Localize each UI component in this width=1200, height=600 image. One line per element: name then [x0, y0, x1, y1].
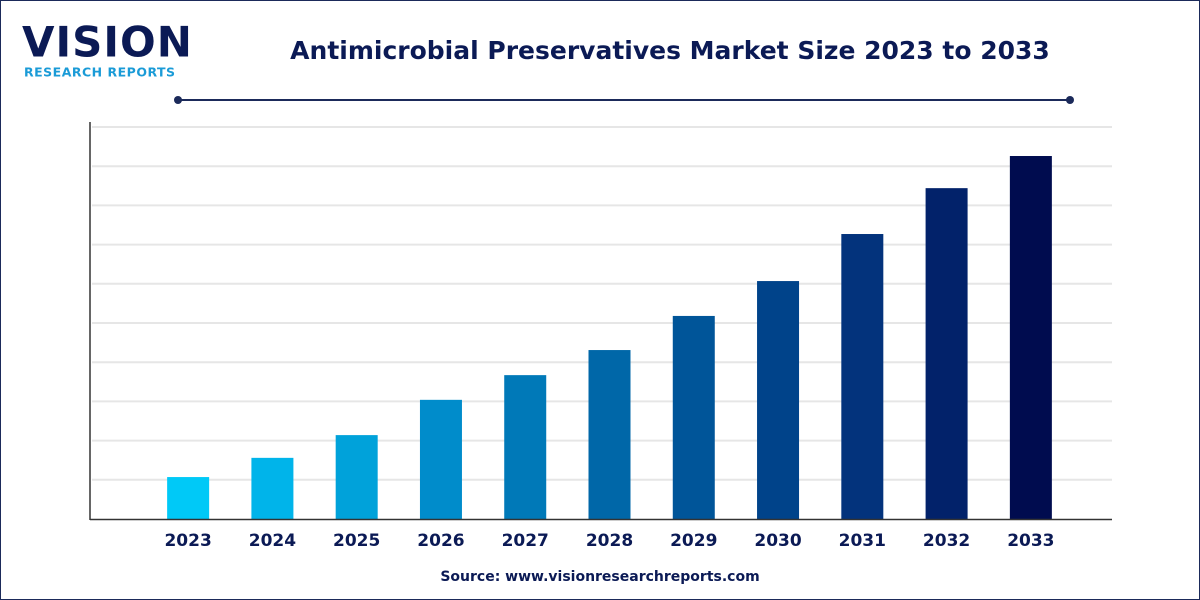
bar	[588, 350, 631, 519]
bar	[841, 234, 884, 520]
bar	[925, 188, 968, 520]
rule-dot	[1066, 96, 1074, 104]
x-tick-label: 2030	[754, 531, 801, 551]
bar	[672, 315, 715, 519]
x-tick-label: 2029	[670, 531, 717, 551]
bar	[419, 399, 462, 519]
x-tick-label: 2026	[417, 531, 464, 551]
x-tick-label: 2031	[839, 531, 886, 551]
x-tick-label: 2033	[1007, 531, 1054, 551]
chart-title: Antimicrobial Preservatives Market Size …	[290, 36, 1050, 65]
bar	[251, 457, 294, 519]
x-tick-label: 2024	[249, 531, 296, 551]
x-tick-label: 2025	[333, 531, 380, 551]
bar	[1009, 156, 1052, 519]
rule-dot	[174, 96, 182, 104]
x-tick-label: 2027	[502, 531, 549, 551]
bar	[167, 477, 210, 519]
source: Source: www.visionresearchreports.com	[440, 569, 759, 585]
x-tick-label: 2032	[923, 531, 970, 551]
bar	[335, 435, 378, 519]
bar	[757, 281, 800, 519]
logo-tagline: RESEARCH REPORTS	[24, 65, 176, 80]
x-tick-label: 2028	[586, 531, 633, 551]
logo-name: VISION	[22, 18, 193, 67]
x-tick-label: 2023	[164, 531, 211, 551]
bar	[504, 375, 547, 519]
